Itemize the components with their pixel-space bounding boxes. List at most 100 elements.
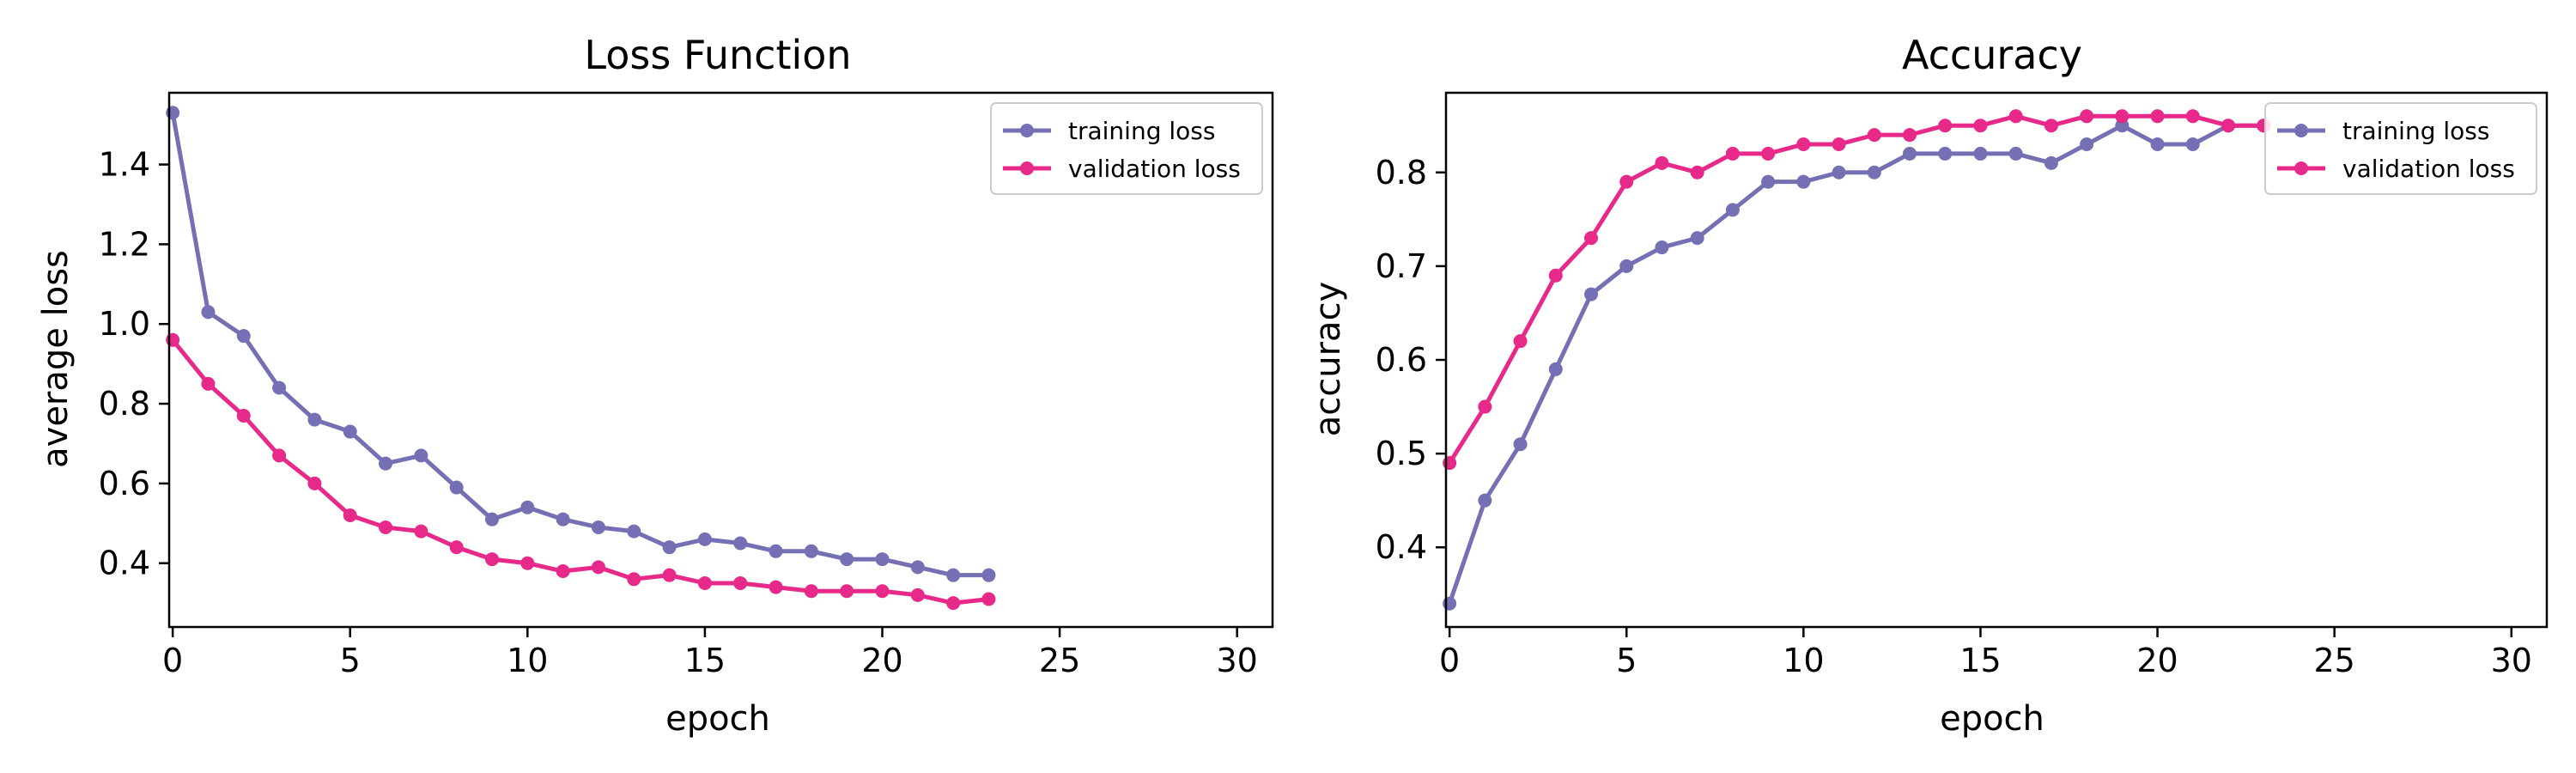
accuracy-chart-ytick-label: 0.5 <box>1376 435 1427 472</box>
accuracy-chart-series-training-point <box>1867 165 1881 180</box>
loss-chart-xtick-label: 20 <box>861 642 902 679</box>
accuracy-chart-legend: training loss validation loss <box>2264 102 2537 195</box>
accuracy-chart-series-validation-point <box>2008 109 2023 124</box>
accuracy-chart-ytick-label: 0.6 <box>1376 341 1427 379</box>
accuracy-chart-series-validation-point <box>1478 399 1492 414</box>
accuracy-chart-series-training-point <box>1832 165 1846 180</box>
accuracy-chart-series-validation-point <box>2080 109 2094 124</box>
accuracy-chart-ytick-label: 0.7 <box>1376 247 1427 285</box>
loss-chart-series-validation-point <box>201 376 216 391</box>
loss-chart-series-validation-point <box>697 575 712 590</box>
loss-chart-series-validation-point <box>556 564 570 579</box>
accuracy-chart-plot-frame <box>1444 91 2549 629</box>
accuracy-chart-series-training-point <box>1938 146 1953 161</box>
loss-chart-title: Loss Function <box>584 32 851 78</box>
loss-chart-series-training-point <box>840 552 854 567</box>
accuracy-chart-series-validation-point <box>1903 128 1917 143</box>
accuracy-chart-series-training-point <box>1973 146 1988 161</box>
loss-chart-series-training-point <box>627 524 641 539</box>
accuracy-chart-series-validation-point <box>2221 119 2236 133</box>
loss-chart-series-validation-point <box>343 508 357 523</box>
accuracy-chart-series-training-point <box>2150 137 2165 152</box>
accuracy-chart-series-validation-point <box>1832 137 1846 152</box>
loss-chart-ytick-label: 1.2 <box>99 225 150 263</box>
loss-chart-legend-label: validation loss <box>1068 155 1241 183</box>
loss-chart-ylabel: average loss <box>36 250 76 468</box>
loss-chart-series-training-point <box>875 552 890 567</box>
loss-chart-series-training-point <box>981 568 996 582</box>
loss-chart-xlabel: epoch <box>665 699 770 739</box>
loss-chart-series-validation-point <box>733 575 748 590</box>
loss-chart-series-training-line <box>170 112 989 578</box>
accuracy-chart-series-training-point <box>1584 287 1599 301</box>
accuracy-chart-ylabel: accuracy <box>1309 282 1348 436</box>
loss-chart-series-training-point <box>520 500 535 514</box>
loss-chart-series-validation-point <box>946 596 961 611</box>
loss-chart-series-validation-point <box>591 560 605 575</box>
loss-chart-xtick-label: 10 <box>507 642 548 679</box>
loss-chart-series-training-point <box>910 560 925 575</box>
accuracy-chart-series-validation-point <box>1513 334 1528 349</box>
loss-chart-series-validation-point <box>307 476 322 490</box>
loss-chart-series-training-point <box>733 536 748 551</box>
loss-chart-series-training-point <box>307 412 322 427</box>
accuracy-chart-ytick-label: 0.8 <box>1376 154 1427 192</box>
loss-chart-series-training-point <box>201 305 216 320</box>
accuracy-chart-series-training-point <box>1619 259 1634 273</box>
accuracy-chart-series-training-point <box>2008 146 2023 161</box>
accuracy-chart-series-validation-point <box>1655 155 1669 170</box>
loss-chart-series-validation-point <box>769 580 783 594</box>
loss-chart-ytick-label: 0.6 <box>99 465 150 502</box>
loss-chart-series-training-point <box>343 424 357 439</box>
loss-chart-series-validation-point <box>875 584 890 599</box>
accuracy-chart-series-training-point <box>1761 174 1776 189</box>
loss-chart-series-training-point <box>236 329 251 344</box>
accuracy-chart-series-validation-point <box>2150 109 2165 124</box>
loss-chart-legend-box <box>990 102 1263 195</box>
accuracy-chart-series-training-point <box>1548 362 1563 376</box>
loss-chart-panel: Loss Function epoch average loss 0 5 10 15 2… <box>36 32 1274 739</box>
loss-chart-legend-marker <box>1020 161 1034 175</box>
accuracy-chart-series-validation-point <box>1619 174 1634 189</box>
accuracy-chart-series-training-point <box>2044 155 2058 170</box>
accuracy-chart-legend-marker <box>2294 124 2308 137</box>
loss-chart-xtick-label: 0 <box>162 642 183 679</box>
loss-chart-series-training-point <box>697 532 712 546</box>
accuracy-chart-series-validation-point <box>1867 128 1881 143</box>
accuracy-chart-series-training-point <box>2080 137 2094 152</box>
loss-chart-series-validation-point <box>166 332 180 347</box>
accuracy-chart-series-validation-point <box>2185 109 2200 124</box>
loss-chart-ytick-label: 0.8 <box>99 385 150 423</box>
loss-chart-series-validation-point <box>627 572 641 587</box>
loss-chart-series-training-point <box>379 456 393 471</box>
accuracy-chart-series-training-point <box>2185 137 2200 152</box>
loss-chart-series-training-point <box>449 480 464 495</box>
loss-chart-ytick-label: 0.4 <box>99 545 150 582</box>
accuracy-chart-series-training-point <box>1478 493 1492 508</box>
loss-chart-series-validation-point <box>981 592 996 606</box>
accuracy-chart-series-validation-point <box>2115 109 2129 124</box>
accuracy-chart-legend-marker <box>2294 161 2308 175</box>
accuracy-chart-ytick-label: 0.4 <box>1376 528 1427 566</box>
accuracy-chart-series-validation-point <box>1548 268 1563 283</box>
loss-chart-legend: training loss validation loss <box>990 102 1263 195</box>
accuracy-chart-series-training-point <box>1690 231 1704 246</box>
accuracy-chart-series-validation-point <box>2044 119 2058 133</box>
accuracy-chart-series-validation-point <box>1443 456 1457 471</box>
accuracy-chart-title: Accuracy <box>1902 32 2082 78</box>
accuracy-chart-series-validation-point <box>1938 119 1953 133</box>
accuracy-chart-series-training-point <box>1903 146 1917 161</box>
loss-chart-series-validation-point <box>414 524 428 539</box>
loss-chart-xtick-label: 30 <box>1217 642 1258 679</box>
loss-chart-xtick-label: 15 <box>684 642 726 679</box>
accuracy-chart-series-validation-point <box>1690 165 1704 180</box>
accuracy-chart-xtick-label: 15 <box>1959 642 2001 679</box>
accuracy-chart-legend-label: validation loss <box>2342 155 2515 183</box>
accuracy-chart-xtick-label: 5 <box>1616 642 1637 679</box>
loss-chart-series-validation-line <box>171 338 989 606</box>
accuracy-chart-series-training-line <box>1447 123 2264 605</box>
loss-chart-plot-frame <box>167 91 1274 629</box>
loss-chart-series-training-point <box>484 512 499 526</box>
accuracy-chart-xlabel: epoch <box>1940 699 2044 739</box>
